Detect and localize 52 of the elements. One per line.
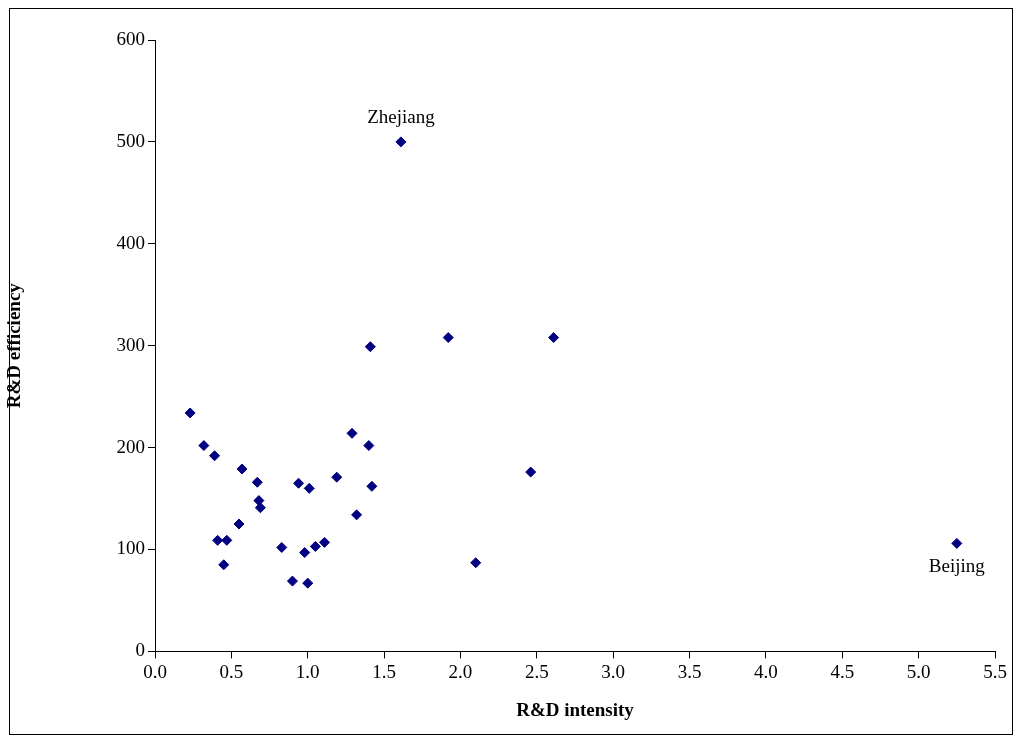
point — [293, 477, 305, 489]
point — [548, 332, 560, 344]
point — [525, 466, 537, 478]
annotation: Zhejiang — [367, 106, 436, 128]
point — [309, 540, 321, 552]
point — [233, 518, 245, 530]
point — [442, 332, 454, 344]
x-tick-label: 4.0 — [754, 660, 778, 682]
point — [251, 476, 263, 488]
point — [299, 547, 311, 559]
point — [366, 480, 378, 492]
x-tick-label: 2.5 — [524, 660, 549, 682]
y-tick-label: 400 — [116, 231, 145, 253]
point — [212, 534, 224, 546]
point — [951, 537, 963, 549]
point — [351, 509, 363, 521]
x-tick-label: 5.0 — [906, 660, 931, 682]
point — [236, 463, 248, 475]
x-axis-title: R&D intensity — [516, 698, 635, 720]
point — [254, 502, 266, 514]
x-tick-label: 4.5 — [830, 660, 855, 682]
y-tick-label: 200 — [116, 435, 145, 457]
x-tick-label: 1.0 — [295, 660, 320, 682]
point — [395, 136, 407, 148]
point — [218, 559, 230, 571]
y-tick-label: 500 — [116, 129, 145, 151]
point — [331, 471, 343, 483]
point — [346, 427, 358, 439]
x-tick-label: 3.5 — [677, 660, 702, 682]
y-tick-label: 0 — [135, 639, 145, 661]
annotation: Beijing — [928, 554, 986, 576]
y-tick-label: 300 — [116, 333, 145, 355]
point — [364, 341, 376, 353]
x-tick-label: 3.0 — [601, 660, 626, 682]
y-tick-label: 600 — [116, 27, 145, 49]
point — [209, 450, 221, 462]
x-tick-label: 5.5 — [983, 660, 1007, 682]
x-tick-label: 0.0 — [143, 660, 167, 682]
point — [319, 536, 331, 548]
y-tick-label: 100 — [116, 537, 145, 559]
point — [286, 575, 298, 587]
x-tick-label: 1.5 — [372, 660, 396, 682]
x-tick-label: 2.0 — [448, 660, 473, 682]
point — [363, 440, 375, 452]
point — [184, 407, 196, 419]
point — [470, 557, 482, 569]
x-tick-label: 0.5 — [219, 660, 244, 682]
point — [302, 577, 314, 589]
point — [198, 440, 210, 452]
point — [303, 482, 315, 494]
point — [221, 534, 233, 546]
point — [276, 541, 288, 553]
